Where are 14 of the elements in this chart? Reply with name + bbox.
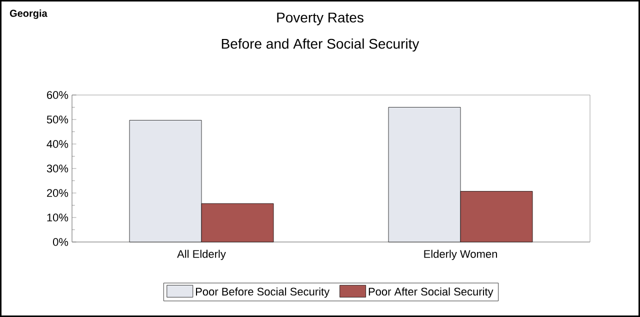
y-tick-label: 30% xyxy=(46,164,68,172)
y-tick-label: 10% xyxy=(47,214,68,222)
x-tick-label: Elderly Women xyxy=(424,250,497,260)
chart-subtitle: Before and After Social Security xyxy=(222,38,420,52)
x-tick-label: All Elderly xyxy=(177,250,226,260)
chart-title: Poverty Rates xyxy=(277,12,364,26)
y-tick-label: 50% xyxy=(46,116,68,124)
y-tick-label: 20% xyxy=(47,189,68,197)
legend-label: Poor After Social Security xyxy=(368,287,494,298)
legend-label: Poor Before Social Security xyxy=(196,287,330,298)
text: Georgia xyxy=(10,10,48,19)
y-tick-label: 0% xyxy=(52,238,68,246)
y-tick-label: 40% xyxy=(46,140,68,148)
y-tick-label: 60% xyxy=(47,91,68,99)
